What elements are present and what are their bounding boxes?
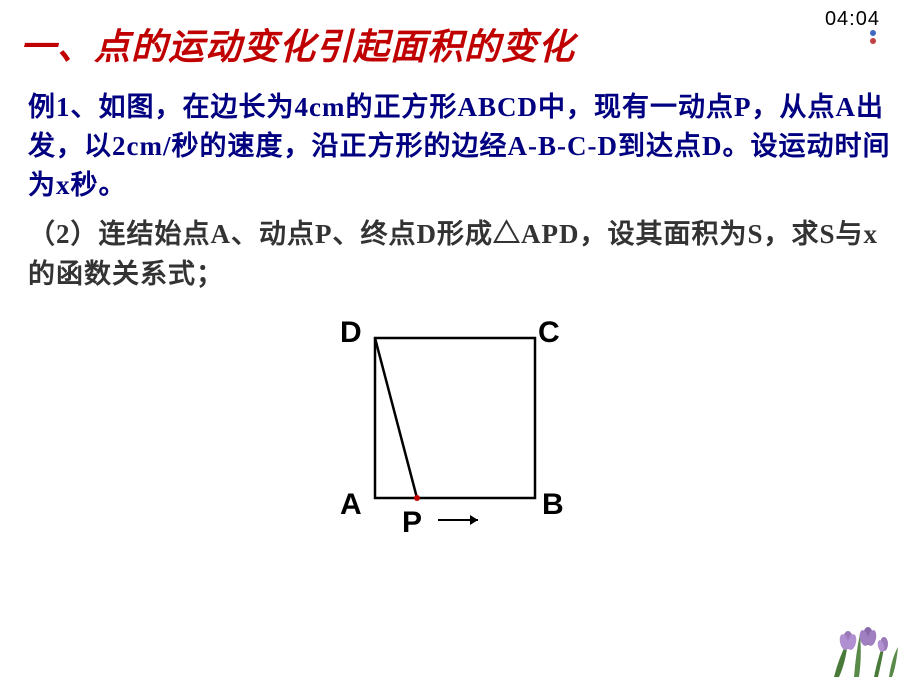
timestamp-text: 04:04	[825, 8, 880, 30]
question-text: （2）连结始点A、动点P、终点D形成△APD，设其面积为S，求S与x的函数关系式…	[28, 219, 878, 288]
section-heading: 一、点的运动变化引起面积的变化	[0, 0, 920, 78]
question-statement: （2）连结始点A、动点P、终点D形成△APD，设其面积为S，求S与x的函数关系式…	[0, 209, 920, 297]
point-P-label: P	[402, 506, 422, 540]
timestamp: 04:04	[825, 8, 880, 31]
diagram-svg	[320, 318, 600, 558]
problem-text: 例1、如图，在边长为4cm的正方形ABCD中，现有一动点P，从点A出发，以2cm…	[28, 92, 890, 200]
square-shape	[375, 338, 535, 498]
point-P-dot	[414, 495, 420, 501]
problem-statement: 例1、如图，在边长为4cm的正方形ABCD中，现有一动点P，从点A出发，以2cm…	[0, 78, 920, 209]
flowers-icon	[824, 622, 904, 682]
indicator-dot-blue	[870, 30, 876, 36]
vertex-A: A	[340, 488, 362, 522]
geometry-diagram: D C A B P	[320, 318, 600, 558]
line-DP	[375, 338, 417, 498]
vertex-D: D	[340, 316, 362, 350]
motion-arrow-head	[470, 515, 478, 525]
vertex-B: B	[542, 488, 564, 522]
indicator-dot-red	[870, 38, 876, 44]
heading-text: 一、点的运动变化引起面积的变化	[20, 27, 575, 67]
decorative-flowers	[824, 622, 904, 682]
vertex-C: C	[538, 316, 560, 350]
